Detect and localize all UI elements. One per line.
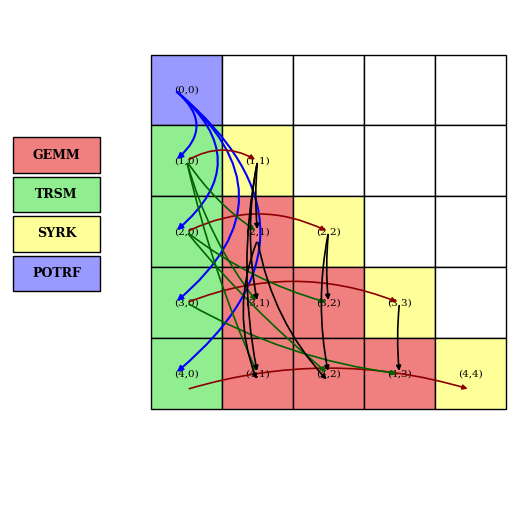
- FancyBboxPatch shape: [13, 256, 100, 291]
- Text: (3,1): (3,1): [245, 298, 270, 307]
- FancyBboxPatch shape: [151, 338, 222, 409]
- FancyBboxPatch shape: [293, 125, 364, 196]
- FancyBboxPatch shape: [364, 338, 435, 409]
- FancyBboxPatch shape: [222, 125, 293, 196]
- FancyBboxPatch shape: [151, 196, 222, 267]
- Text: (3,3): (3,3): [387, 298, 412, 307]
- FancyBboxPatch shape: [222, 267, 293, 338]
- Text: (1,0): (1,0): [174, 156, 199, 166]
- FancyBboxPatch shape: [13, 216, 100, 251]
- FancyBboxPatch shape: [435, 55, 506, 125]
- FancyBboxPatch shape: [151, 125, 222, 196]
- FancyBboxPatch shape: [222, 196, 293, 267]
- FancyBboxPatch shape: [435, 267, 506, 338]
- Text: POTRF: POTRF: [32, 267, 81, 280]
- FancyBboxPatch shape: [13, 137, 100, 173]
- Text: GEMM: GEMM: [33, 149, 81, 161]
- FancyBboxPatch shape: [435, 125, 506, 196]
- Text: (3,2): (3,2): [316, 298, 341, 307]
- Text: (4,1): (4,1): [245, 369, 270, 378]
- FancyBboxPatch shape: [151, 55, 222, 125]
- FancyBboxPatch shape: [364, 267, 435, 338]
- Text: (4,0): (4,0): [174, 369, 199, 378]
- FancyBboxPatch shape: [435, 338, 506, 409]
- Text: (2,1): (2,1): [245, 227, 270, 237]
- FancyBboxPatch shape: [364, 196, 435, 267]
- FancyBboxPatch shape: [435, 196, 506, 267]
- FancyBboxPatch shape: [364, 55, 435, 125]
- Text: (4,4): (4,4): [458, 369, 483, 378]
- FancyBboxPatch shape: [13, 177, 100, 212]
- Text: (3,0): (3,0): [174, 298, 199, 307]
- Text: (4,3): (4,3): [387, 369, 412, 378]
- FancyBboxPatch shape: [222, 55, 293, 125]
- FancyBboxPatch shape: [364, 125, 435, 196]
- Text: (2,0): (2,0): [174, 227, 199, 237]
- FancyBboxPatch shape: [293, 55, 364, 125]
- FancyBboxPatch shape: [222, 338, 293, 409]
- FancyBboxPatch shape: [293, 267, 364, 338]
- FancyBboxPatch shape: [151, 267, 222, 338]
- Text: (0,0): (0,0): [174, 85, 199, 95]
- Text: (4,2): (4,2): [316, 369, 341, 378]
- FancyBboxPatch shape: [293, 338, 364, 409]
- Text: TRSM: TRSM: [36, 188, 78, 201]
- Text: SYRK: SYRK: [37, 227, 76, 240]
- FancyBboxPatch shape: [293, 196, 364, 267]
- Text: (2,2): (2,2): [316, 227, 341, 237]
- Text: (1,1): (1,1): [245, 156, 270, 166]
